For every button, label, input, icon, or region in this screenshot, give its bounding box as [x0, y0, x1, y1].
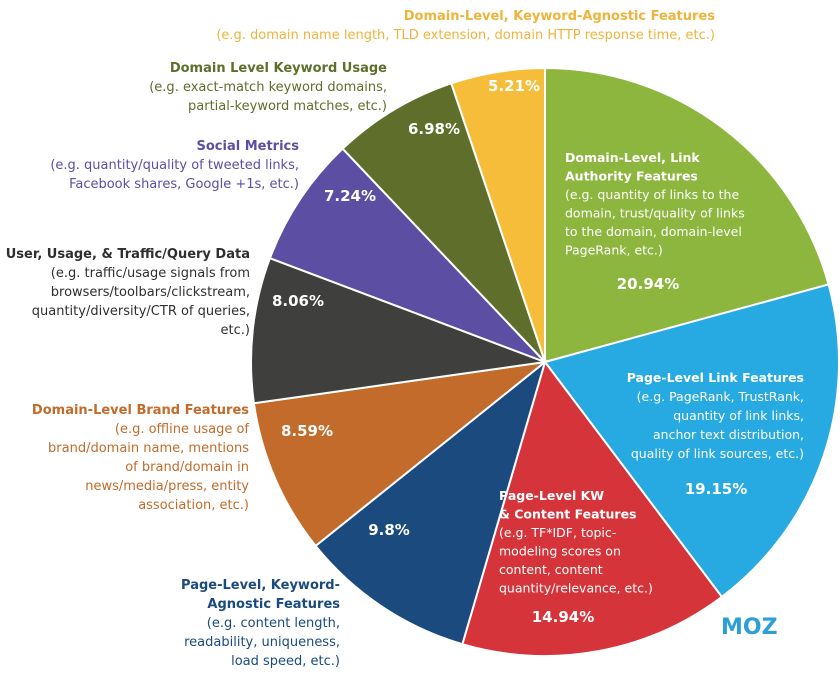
slice-title-line: Page-Level KW: [499, 488, 604, 503]
slice-description-line: of brand/domain in: [125, 460, 249, 475]
slice-category-label: Domain-Level Brand Features (e.g. offline…: [32, 403, 249, 513]
slice-percent-label: 7.24%: [324, 187, 376, 205]
slice-description-line: (e.g. quantity/quality of tweeted links,: [50, 158, 299, 173]
slice-description-line: browsers/toolbars/clickstream,: [51, 285, 250, 300]
slice-category-label: Domain-Level, Link Authority Features (e.g…: [565, 150, 745, 258]
pie-slice: [250, 256, 546, 405]
pie-slices: [250, 66, 840, 657]
slice-description-line: to the domain, domain-level: [565, 224, 742, 239]
slice-percent-label: 6.98%: [408, 120, 460, 138]
slice-description-line: quantity/diversity/CTR of queries,: [32, 304, 250, 319]
slice-title-line: Domain Level Keyword Usage: [170, 61, 387, 76]
slice-description-line: anchor text distribution,: [653, 427, 804, 442]
pie-slice: [450, 66, 546, 363]
slice-percent-label: 8.06%: [272, 292, 324, 310]
slice-description-line: content, content: [499, 562, 603, 577]
slice-description-line: (e.g. PageRank, TrustRank,: [637, 389, 804, 404]
slice-category-label: Domain Level Keyword Usage (e.g. exact-ma…: [149, 61, 387, 114]
pie-slice: [268, 147, 546, 363]
slice-description-line: (e.g. traffic/usage signals from: [51, 266, 250, 281]
pie-slice: [544, 66, 830, 364]
category-labels: Domain-Level, Link Authority Features (e.g…: [6, 9, 804, 669]
slice-description-line: news/media/press, entity: [85, 479, 249, 494]
slice-percent-label: 5.21%: [488, 77, 540, 95]
slice-title-line: & Content Features: [499, 507, 637, 522]
slice-title-line: Page-Level, Keyword-: [181, 578, 340, 593]
slice-description-line: readability, uniqueness,: [184, 635, 340, 650]
slice-category-label: User, Usage, & Traffic/Query Data (e.g. t…: [6, 247, 250, 338]
slice-description-line: etc.): [221, 323, 250, 338]
slice-title-line: User, Usage, & Traffic/Query Data: [6, 247, 250, 262]
slice-description-line: modeling scores on: [499, 544, 621, 559]
slice-description-line: load speed, etc.): [231, 654, 340, 669]
slice-description-line: (e.g. exact-match keyword domains,: [149, 80, 387, 95]
slice-title-line: Authority Features: [565, 169, 698, 184]
slice-description-line: quality of link sources, etc.): [631, 446, 804, 461]
slice-description-line: quantity of link links,: [673, 408, 804, 423]
percent-labels: 20.94% 19.15% 14.94% 9.8% 8.59% 8.06% 7.24% 6.9…: [272, 77, 747, 626]
slice-description-line: quantity/relevance, etc.): [499, 581, 653, 596]
slice-percent-label: 14.94%: [532, 608, 594, 626]
slice-description-line: Facebook shares, Google +1s, etc.): [69, 177, 299, 192]
pie-slice: [543, 283, 840, 599]
slice-category-label: Page-Level KW & Content Features (e.g. TF*…: [499, 488, 653, 596]
pie-slice: [252, 360, 549, 548]
slice-description-line: association, etc.): [138, 498, 249, 513]
slice-description-line: (e.g. offline usage of: [115, 422, 250, 437]
slice-description-line: (e.g. content length,: [207, 616, 340, 631]
slice-description-line: (e.g. quantity of links to the: [565, 187, 739, 202]
slice-percent-label: 9.8%: [368, 521, 410, 539]
slice-percent-label: 20.94%: [617, 275, 679, 293]
slice-description-line: partial-keyword matches, etc.): [188, 99, 387, 114]
slice-description-line: PageRank, etc.): [565, 243, 663, 258]
slice-description-line: brand/domain name, mentions: [48, 441, 249, 456]
slice-percent-label: 8.59%: [281, 422, 333, 440]
slice-title-line: Social Metrics: [197, 139, 300, 154]
slice-title-line: Domain-Level Brand Features: [32, 403, 249, 418]
slice-title-line: Agnostic Features: [207, 597, 340, 612]
slice-category-label: Domain-Level, Keyword-Agnostic Features (…: [216, 9, 715, 43]
slice-percent-label: 19.15%: [685, 480, 747, 498]
slice-description-line: (e.g. TF*IDF, topic-: [499, 525, 616, 540]
slice-category-label: Social Metrics (e.g. quantity/quality of …: [50, 139, 299, 192]
slice-title-line: Domain-Level, Keyword-Agnostic Features: [404, 9, 715, 24]
slice-category-label: Page-Level, Keyword- Agnostic Features (e.…: [181, 578, 340, 669]
pie-slice: [314, 359, 547, 646]
slice-category-label: Page-Level Link Features (e.g. PageRank, …: [627, 370, 804, 461]
slice-description-line: domain, trust/quality of links: [565, 206, 745, 221]
pie-slice: [341, 82, 546, 363]
slice-title-line: Page-Level Link Features: [627, 370, 804, 385]
pie-slice: [461, 359, 724, 657]
slice-description-line: (e.g. domain name length, TLD extension,…: [216, 28, 715, 43]
moz-logo: MOZ: [721, 615, 778, 640]
slice-title-line: Domain-Level, Link: [565, 150, 700, 165]
